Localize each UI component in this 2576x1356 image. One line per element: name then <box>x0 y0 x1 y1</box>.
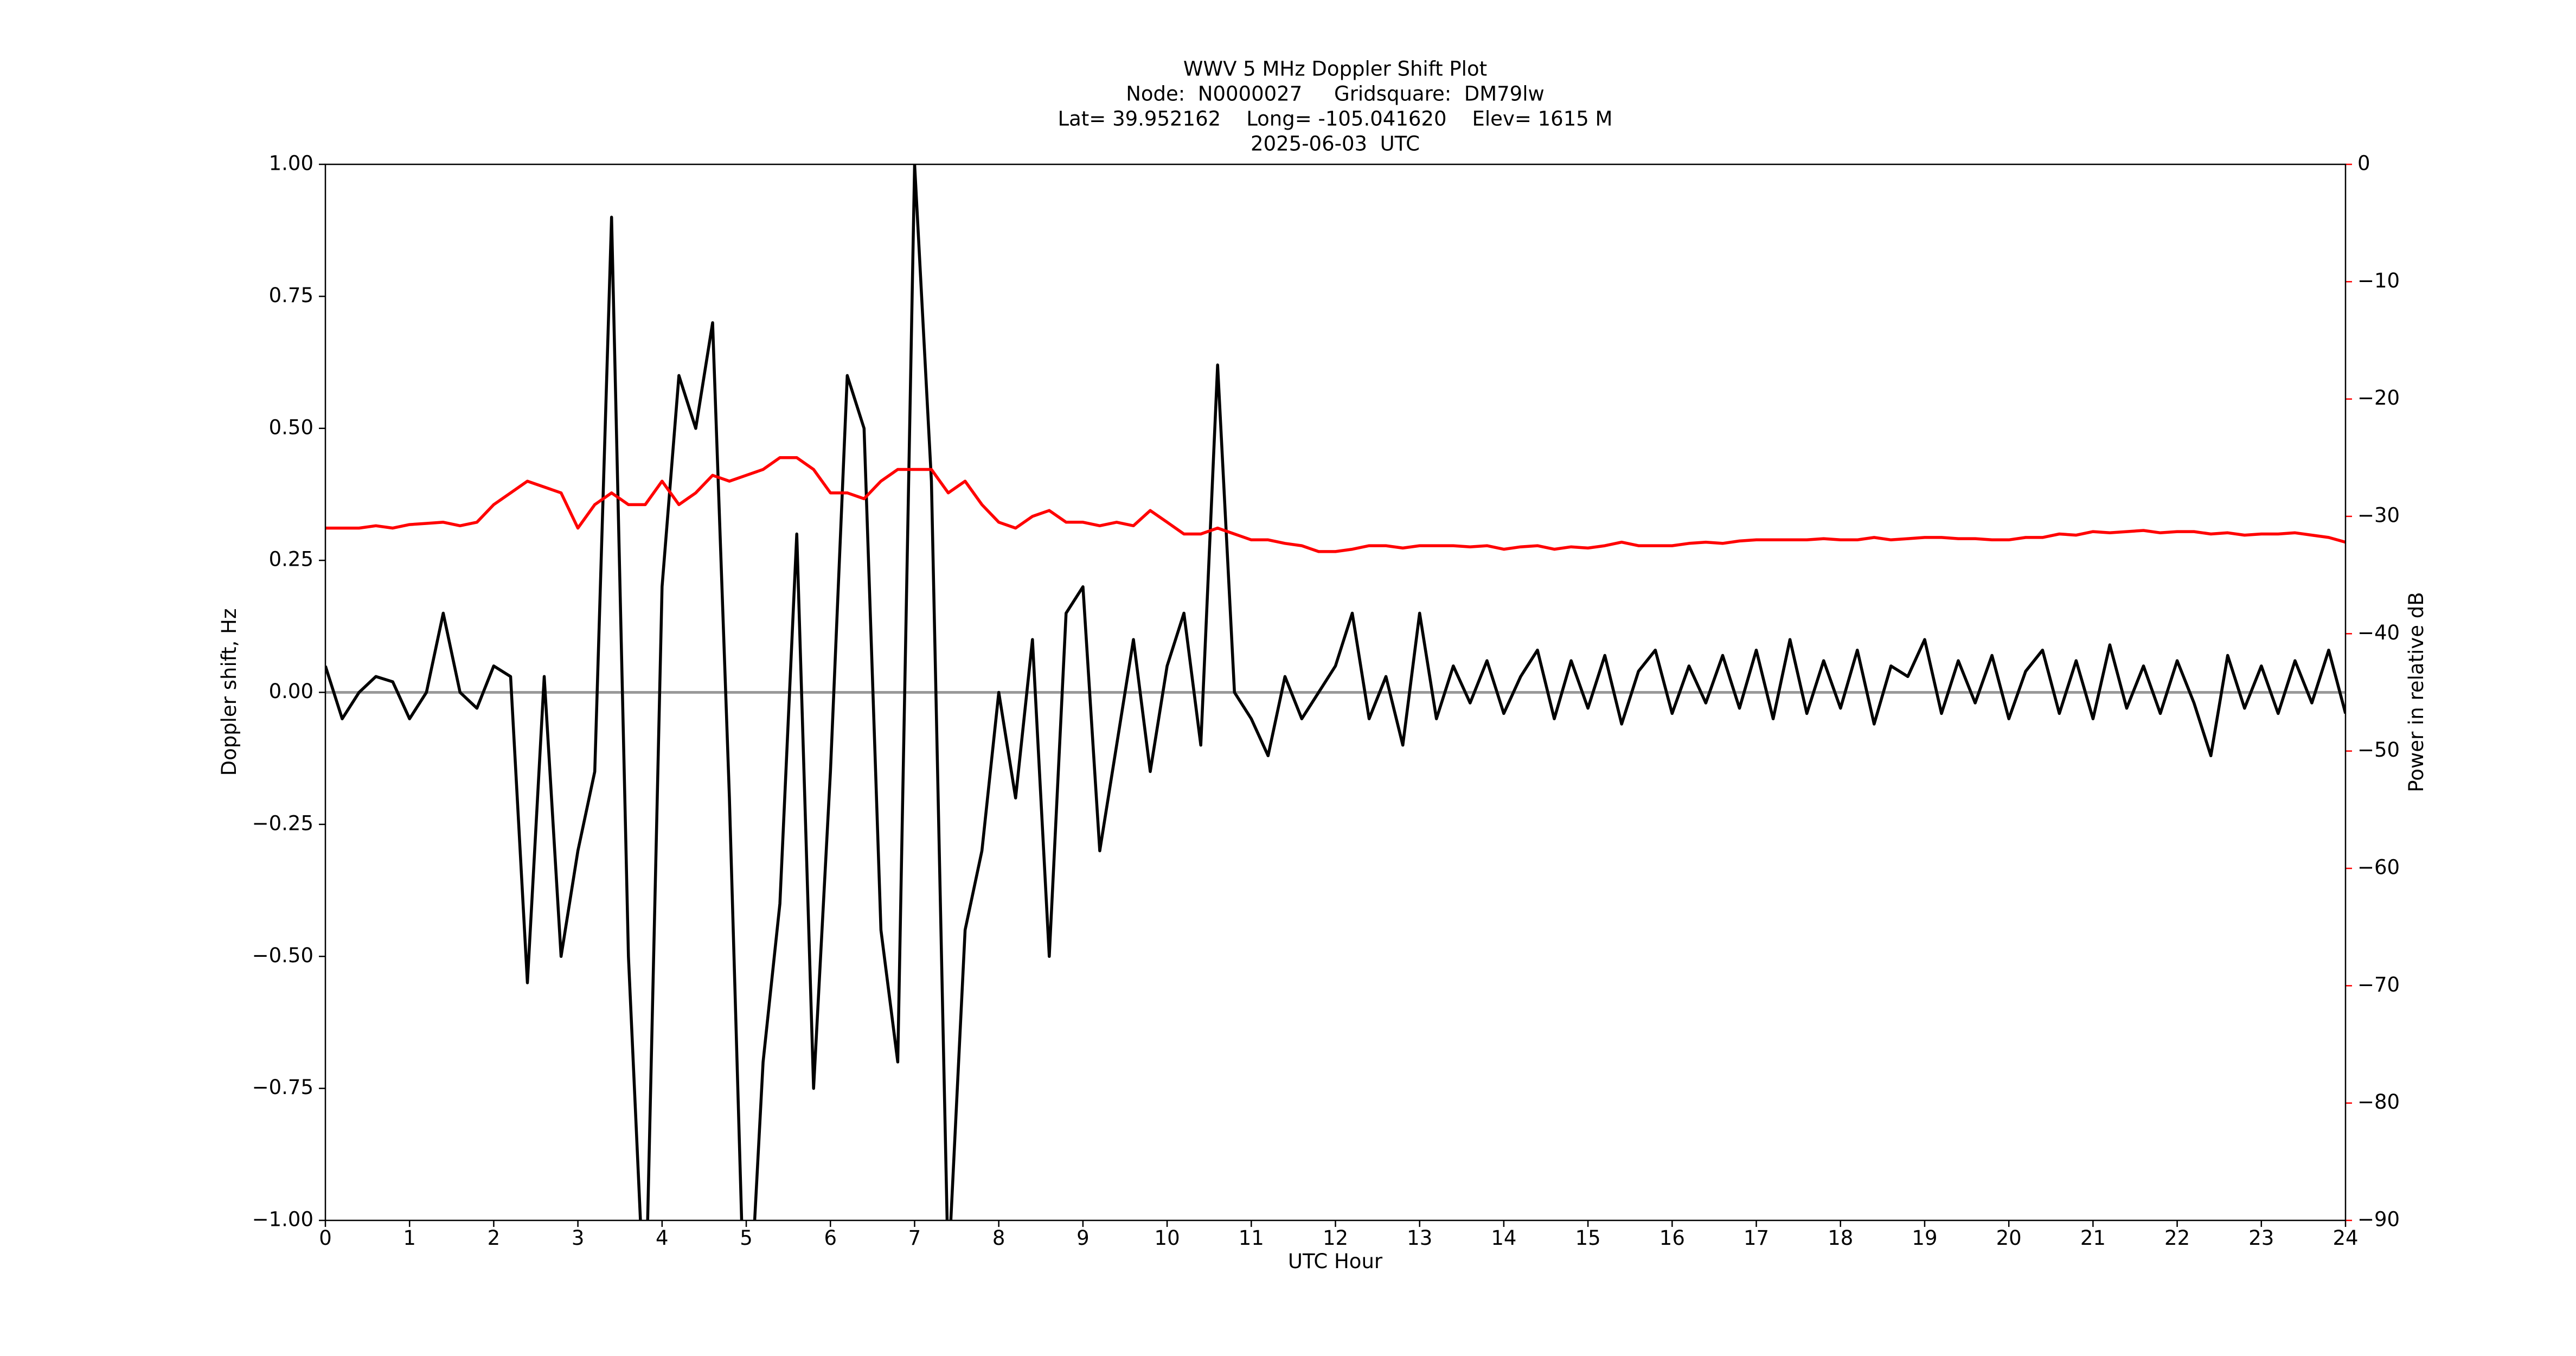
x-tick-label: 17 <box>1744 1226 1769 1250</box>
y-tick-label: 0.75 <box>269 284 313 307</box>
x-tick-label: 2 <box>488 1226 501 1250</box>
y2-tick-label: −40 <box>2357 621 2400 644</box>
chart-title: Lat= 39.952162 Long= -105.041620 Elev= 1… <box>1058 107 1613 131</box>
x-axis-label: UTC Hour <box>1288 1250 1383 1273</box>
y-tick-label: 0.25 <box>269 548 313 571</box>
plot-area <box>325 164 2346 1220</box>
x-tick-label: 24 <box>2333 1226 2358 1250</box>
y2-tick-label: −50 <box>2357 738 2400 762</box>
y-tick-label: −0.50 <box>252 944 313 967</box>
y-tick-label: 1.00 <box>269 152 313 175</box>
x-tick-label: 7 <box>908 1226 921 1250</box>
x-tick-label: 9 <box>1076 1226 1090 1250</box>
y-tick-label: −1.00 <box>252 1208 313 1231</box>
chart-title: 2025-06-03 UTC <box>1251 132 1420 156</box>
x-tick-label: 23 <box>2248 1226 2274 1250</box>
chart-title: Node: N0000027 Gridsquare: DM79lw <box>1126 82 1545 106</box>
y2-tick-label: −20 <box>2357 386 2400 410</box>
x-tick-label: 12 <box>1323 1226 1348 1250</box>
y-tick-label: 0.00 <box>269 680 313 703</box>
x-tick-label: 19 <box>1912 1226 1937 1250</box>
series-line <box>325 456 2346 553</box>
y2-tick-label: −30 <box>2357 504 2400 527</box>
y2-tick-label: −10 <box>2357 269 2400 292</box>
y-tick-label: −0.25 <box>252 811 313 835</box>
x-tick-label: 20 <box>1996 1226 2022 1250</box>
x-tick-label: 22 <box>2164 1226 2190 1250</box>
x-tick-label: 11 <box>1239 1226 1264 1250</box>
y2-tick-label: −80 <box>2357 1090 2400 1114</box>
plot-frame <box>324 163 2347 1221</box>
x-tick-label: 21 <box>2080 1226 2106 1250</box>
x-tick-label: 8 <box>992 1226 1005 1250</box>
x-tick-label: 0 <box>319 1226 332 1250</box>
x-tick-label: 6 <box>824 1226 837 1250</box>
y2-tick-label: 0 <box>2357 152 2370 175</box>
x-tick-label: 1 <box>403 1226 416 1250</box>
y-axis-label: Doppler shift, Hz <box>217 609 241 776</box>
x-tick-label: 13 <box>1407 1226 1432 1250</box>
x-tick-label: 15 <box>1575 1226 1601 1250</box>
chart-title: WWV 5 MHz Doppler Shift Plot <box>1183 57 1487 81</box>
y-tick-label: 0.50 <box>269 415 313 439</box>
y2-axis-label: Power in relative dB <box>2405 592 2428 792</box>
y2-tick-label: −60 <box>2357 856 2400 879</box>
x-tick-label: 16 <box>1659 1226 1685 1250</box>
y-tick-label: −0.75 <box>252 1076 313 1099</box>
y2-tick-label: −70 <box>2357 973 2400 996</box>
x-tick-label: 18 <box>1828 1226 1853 1250</box>
y2-tick-label: −90 <box>2357 1208 2400 1231</box>
x-tick-label: 5 <box>740 1226 753 1250</box>
x-tick-label: 14 <box>1491 1226 1516 1250</box>
series-line <box>325 164 2346 1220</box>
x-tick-label: 3 <box>572 1226 585 1250</box>
x-tick-label: 4 <box>656 1226 669 1250</box>
x-tick-label: 10 <box>1155 1226 1180 1250</box>
